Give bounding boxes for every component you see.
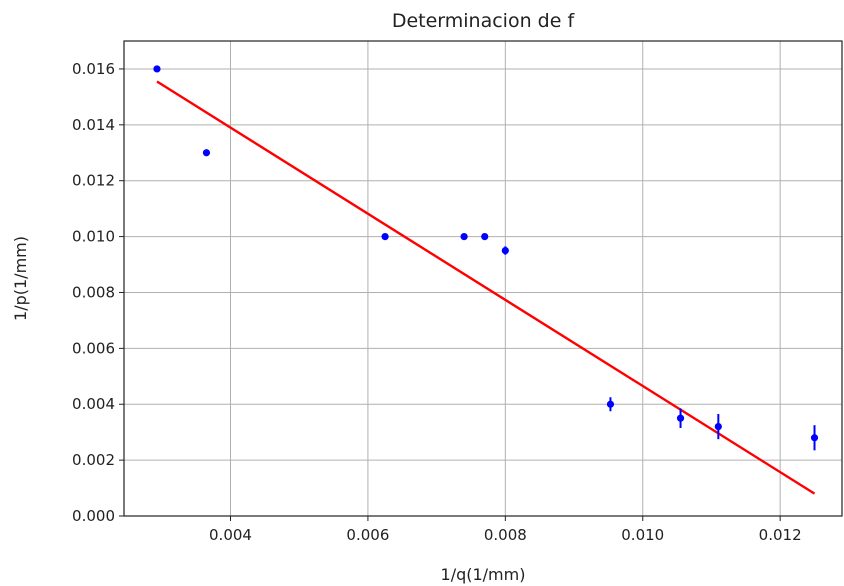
x-tick-label: 0.010 <box>621 526 664 544</box>
data-point <box>501 246 509 255</box>
chart-title: Determinacion de f <box>392 10 576 32</box>
y-tick-label: 0.006 <box>72 339 115 357</box>
x-axis-label: 1/q(1/mm) <box>441 565 526 584</box>
data-points-layer <box>153 65 819 451</box>
plot-frame <box>123 40 843 517</box>
x-tick-label: 0.008 <box>484 526 527 544</box>
fit-line <box>156 80 816 495</box>
data-point <box>606 400 615 408</box>
y-axis-ticks: 0.000 0.002 0.004 0.006 0.008 0.010 0.012 0.014… <box>72 60 124 525</box>
y-tick-label: 0.002 <box>72 451 115 469</box>
data-point <box>714 422 722 431</box>
y-tick-label: 0.004 <box>72 395 115 413</box>
x-tick-label: 0.012 <box>759 526 802 544</box>
data-point <box>481 232 489 241</box>
data-point <box>381 232 389 241</box>
data-point <box>460 232 468 241</box>
y-axis-label: 1/p(1/mm) <box>11 236 30 321</box>
x-tick-label: 0.004 <box>209 526 252 544</box>
y-tick-label: 0.008 <box>72 283 115 301</box>
data-point <box>676 414 685 422</box>
y-tick-label: 0.000 <box>72 507 115 525</box>
fit-line-layer <box>156 80 816 495</box>
x-axis-ticks: 0.004 0.006 0.008 0.010 0.012 <box>209 516 802 544</box>
data-point <box>153 65 161 73</box>
x-tick-label: 0.006 <box>346 526 389 544</box>
y-tick-label: 0.016 <box>72 60 115 78</box>
y-tick-label: 0.012 <box>72 172 115 190</box>
y-tick-label: 0.014 <box>72 116 115 134</box>
data-point <box>810 434 819 442</box>
y-tick-label: 0.010 <box>72 228 115 246</box>
data-point <box>202 149 211 157</box>
